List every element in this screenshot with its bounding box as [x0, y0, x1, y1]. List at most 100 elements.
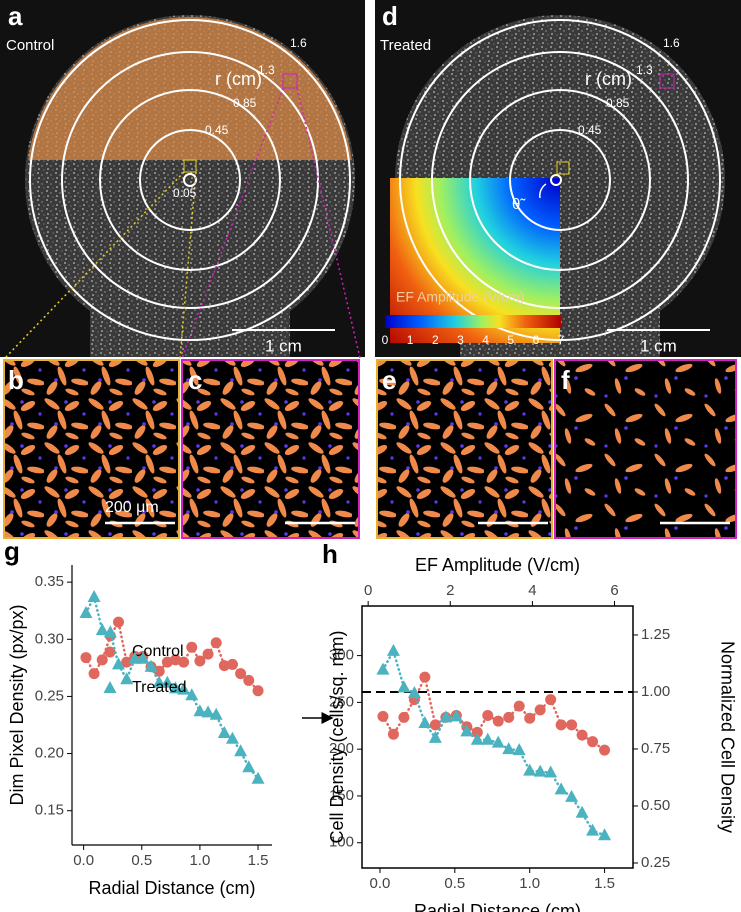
data-point — [153, 665, 165, 677]
data-point — [429, 719, 441, 731]
x-tick-label: 0.0 — [370, 875, 391, 892]
legend-marker — [103, 681, 117, 693]
x-tick-label: 1.0 — [189, 852, 210, 869]
data-point — [252, 685, 264, 697]
data-point — [575, 805, 589, 818]
data-point — [599, 744, 611, 756]
data-point — [168, 681, 182, 694]
data-point — [160, 675, 174, 688]
data-point — [96, 654, 108, 666]
data-point — [398, 711, 410, 723]
scale-label: 1 cm — [640, 336, 677, 355]
data-point — [460, 724, 474, 737]
micrograph — [376, 359, 553, 539]
data-point — [79, 606, 93, 618]
data-point — [185, 688, 199, 701]
y-tick-label: 250 — [329, 693, 354, 710]
legend-marker — [104, 646, 116, 658]
data-point — [186, 641, 198, 653]
data-point — [470, 732, 484, 745]
y-tick-label: 0.25 — [35, 687, 64, 704]
data-point — [128, 651, 142, 664]
colorbar-tick-label: 0 — [382, 333, 389, 347]
ring-label: 0.85 — [606, 96, 630, 110]
data-point — [482, 709, 494, 721]
colorbar-tick-label: 7 — [558, 333, 565, 347]
colorbar-tick-label: 4 — [482, 333, 489, 347]
y2-tick-label: 0.25 — [641, 854, 670, 871]
data-point — [524, 712, 536, 724]
data-point — [113, 616, 125, 628]
panel-label: a — [8, 1, 23, 31]
x-tick-label: 0.0 — [73, 852, 94, 869]
y2-tick-label: 1.00 — [641, 683, 670, 700]
colorbar-tick-label: 2 — [432, 333, 439, 347]
data-point — [209, 707, 223, 720]
data-point — [202, 648, 214, 660]
data-point — [201, 705, 215, 718]
data-point — [225, 731, 239, 744]
panel-label: b — [8, 365, 24, 395]
data-point — [234, 744, 248, 757]
y-axis-label: Dim Pixel Density (px/px) — [7, 604, 27, 805]
micrograph — [3, 359, 180, 539]
angle-arrow — [539, 183, 547, 199]
ring-label: 0.05 — [173, 186, 197, 200]
caption: Treated — [380, 37, 431, 54]
data-point — [449, 709, 463, 722]
x-tick-label: 1.5 — [248, 852, 269, 869]
scale-label: 200 μm — [105, 499, 159, 516]
x-tick-label: 0.5 — [131, 852, 152, 869]
colorbar-tick-label: 1 — [407, 333, 414, 347]
ring-label: 0.45 — [578, 123, 602, 137]
data-point — [523, 763, 537, 776]
y2-axis-label: Normalized Cell Density — [717, 641, 737, 833]
data-point — [492, 715, 504, 727]
x-tick-label: 0.5 — [444, 875, 465, 892]
x2-tick-label: 6 — [610, 582, 618, 599]
x-tick-label: 1.0 — [519, 875, 540, 892]
data-point — [251, 771, 265, 784]
data-point — [428, 730, 442, 743]
data-point — [407, 686, 421, 699]
data-point — [193, 704, 207, 717]
data-point — [439, 710, 453, 723]
x-axis-label: Radial Distance (cm) — [88, 878, 255, 898]
data-point — [576, 729, 588, 741]
x-tick-label: 1.5 — [594, 875, 615, 892]
panel-label: c — [188, 365, 202, 395]
series-line — [381, 647, 606, 837]
colorbar-tick-label: 3 — [457, 333, 464, 347]
panel-label: g — [4, 536, 20, 566]
data-point — [121, 656, 133, 668]
data-point — [88, 668, 100, 680]
data-point — [586, 823, 600, 836]
zoom-lines — [4, 87, 361, 359]
scale-label: 1 cm — [265, 336, 302, 355]
data-point — [152, 675, 166, 688]
data-point — [544, 765, 558, 778]
data-point — [194, 655, 206, 667]
y-tick-label: 0.30 — [35, 630, 64, 647]
data-point — [376, 662, 390, 675]
rings — [399, 19, 721, 341]
data-point — [112, 657, 126, 670]
roi-box — [282, 73, 298, 89]
panel-label: h — [322, 539, 338, 569]
data-point — [243, 674, 255, 686]
data-point — [103, 625, 117, 638]
data-point — [471, 726, 483, 738]
y-tick-label: 100 — [329, 834, 354, 851]
data-point — [397, 680, 411, 693]
data-point — [178, 656, 190, 668]
panel-label: d — [382, 1, 398, 31]
colorbar-tick-label: 5 — [507, 333, 514, 347]
x-axis-label: Radial Distance (cm) — [414, 901, 581, 912]
data-point — [80, 652, 92, 664]
y-tick-label: 300 — [329, 647, 354, 664]
ring-label: 1.3 — [636, 63, 653, 77]
y-tick-label: 0.20 — [35, 745, 64, 762]
y2-tick-label: 0.50 — [641, 797, 670, 814]
data-point — [587, 736, 599, 748]
